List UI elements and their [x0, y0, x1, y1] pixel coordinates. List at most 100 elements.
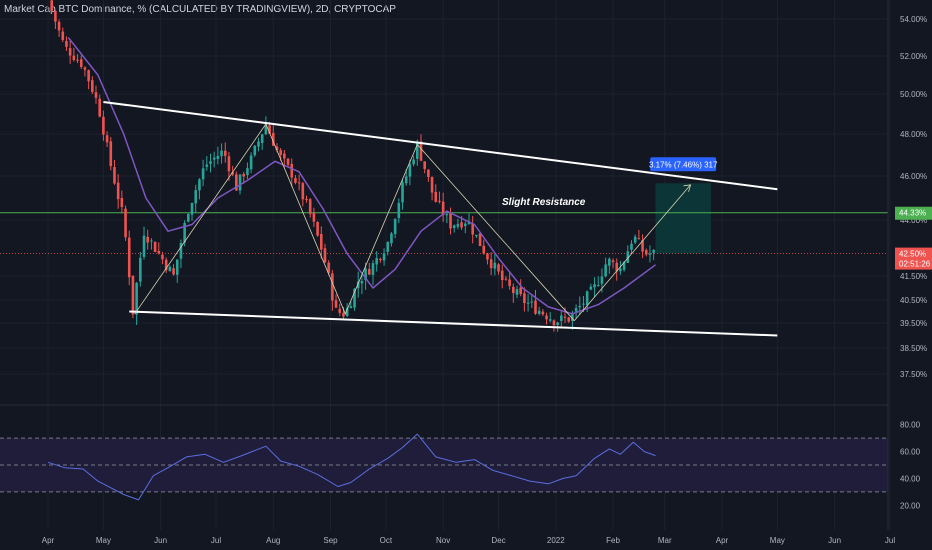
- candle-body: [275, 146, 279, 151]
- candle-body: [76, 59, 79, 61]
- candle-body: [371, 263, 375, 275]
- x-tick-label: Oct: [380, 536, 393, 545]
- candle-body: [235, 174, 238, 191]
- candle-body: [360, 280, 364, 284]
- candle-body: [175, 259, 179, 275]
- trendlines[interactable]: [103, 101, 778, 337]
- candle-body: [375, 258, 378, 265]
- candle-body: [475, 234, 478, 237]
- candle-body: [268, 125, 271, 134]
- candle-body: [412, 159, 415, 165]
- candle-body: [467, 221, 471, 224]
- candle-body: [622, 262, 626, 270]
- candle-body: [626, 251, 630, 263]
- y-tick-label: 48.00%: [900, 130, 927, 139]
- y-tick-label: 41.50%: [900, 272, 927, 281]
- candle-body: [127, 237, 131, 278]
- measure-box[interactable]: 3.17% (7.46%) 317: [649, 157, 718, 254]
- candle-body: [464, 223, 467, 226]
- candle-body: [423, 161, 426, 169]
- swing-path-lines: [134, 123, 575, 321]
- candle-body: [397, 202, 401, 219]
- lower-trendline: [129, 310, 778, 337]
- candle-body: [65, 40, 68, 47]
- candle-body: [478, 233, 482, 247]
- candle-body: [94, 92, 98, 98]
- candle-body: [260, 134, 264, 144]
- candle-body: [216, 155, 220, 159]
- measure-label: 3.17% (7.46%) 317: [649, 160, 718, 169]
- x-tick-label: Apr: [716, 536, 729, 545]
- candle-body: [50, 0, 53, 11]
- candle-body: [585, 291, 589, 306]
- projection-arrow: [573, 184, 691, 321]
- candle-body: [401, 182, 404, 203]
- candle-body: [305, 198, 308, 200]
- candle-body: [637, 238, 641, 240]
- candle-body: [113, 167, 116, 184]
- candle-body: [482, 245, 486, 254]
- y-tick-label: 39.50%: [900, 319, 927, 328]
- candle-body: [630, 243, 633, 250]
- candle-body: [61, 31, 65, 41]
- y-tick-label: 38.50%: [900, 344, 927, 353]
- candle-body: [512, 286, 515, 294]
- candle-body: [600, 276, 604, 284]
- candle-body: [157, 250, 161, 254]
- x-tick-label: Nov: [436, 536, 450, 545]
- candle-body: [545, 315, 548, 320]
- horizontal-levels[interactable]: [0, 212, 888, 254]
- candle-body: [105, 135, 109, 143]
- candle-body: [548, 319, 552, 321]
- x-tick-label: Jul: [885, 536, 895, 545]
- candle-body: [379, 258, 382, 260]
- candle-body: [633, 236, 637, 243]
- measure-label-bg: [650, 157, 717, 172]
- rsi-tick-label: 40.00: [900, 474, 921, 483]
- chart-title: Market Cap BTC Dominance, % (CALCULATED …: [4, 4, 396, 15]
- candle-body: [205, 164, 209, 167]
- candle-body: [331, 273, 334, 301]
- candle-body: [201, 168, 205, 180]
- candle-body: [290, 163, 294, 178]
- candle-body: [120, 197, 124, 208]
- candle-body: [427, 169, 430, 177]
- x-tick-label: May: [770, 536, 785, 545]
- candle-body: [386, 242, 390, 252]
- candle-body: [190, 202, 194, 215]
- candle-body: [460, 222, 463, 228]
- candle-body: [238, 174, 242, 191]
- candle-body: [644, 250, 648, 255]
- x-tick-label: Apr: [42, 536, 55, 545]
- annotations: Slight Resistance: [502, 197, 586, 208]
- x-tick-label: Jun: [154, 536, 167, 545]
- candle-body: [146, 236, 150, 243]
- candle-body: [135, 282, 138, 315]
- current-price-tag-countdown: 02:51:26: [899, 260, 931, 269]
- upper-trendline: [103, 101, 778, 191]
- candle-body: [249, 155, 253, 170]
- candle-body: [198, 179, 201, 191]
- candle-body: [253, 145, 257, 156]
- candle-body: [438, 200, 441, 202]
- candle-body: [367, 269, 371, 275]
- candle-body: [338, 308, 342, 313]
- candle-body: [390, 233, 393, 244]
- candle-body: [116, 182, 120, 200]
- current-price-tag-bg: [895, 247, 932, 270]
- candle-body: [91, 80, 94, 92]
- candle-body: [242, 173, 246, 177]
- candle-body: [434, 191, 438, 202]
- candle-body: [161, 254, 164, 260]
- candle-body: [227, 156, 231, 172]
- candle-body: [404, 176, 408, 184]
- candle-body: [456, 223, 460, 227]
- x-tick-label: Feb: [606, 536, 620, 545]
- candle-body: [563, 316, 567, 318]
- y-tick-label: 37.50%: [900, 370, 927, 379]
- candle-body: [231, 172, 234, 175]
- candle-body: [415, 141, 419, 159]
- x-tick-label: Jul: [211, 536, 221, 545]
- candle-body: [641, 240, 644, 252]
